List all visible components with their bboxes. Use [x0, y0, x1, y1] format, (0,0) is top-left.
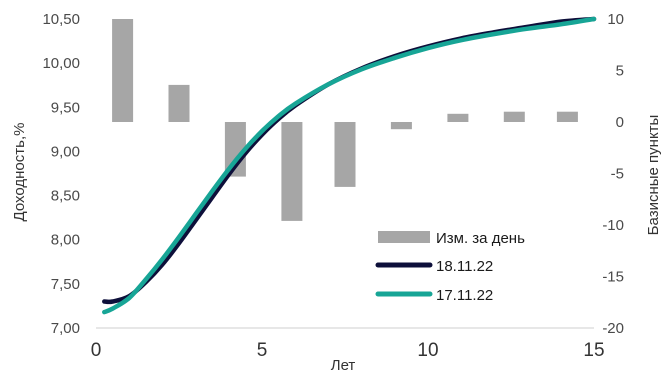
y2-tick-label: 10 [607, 11, 624, 28]
bar-8 [556, 111, 578, 122]
bar-4 [334, 122, 356, 187]
y2-tick-label: -10 [602, 217, 624, 234]
legend: Изм. за день 18.11.22 17.11.22 [375, 230, 525, 304]
bar-2 [224, 122, 246, 177]
y2-tick-label: 0 [616, 114, 624, 131]
bars-layer [112, 19, 578, 221]
y-tick-label: 10,50 [42, 11, 80, 28]
x-axis-title: Лет [331, 357, 356, 374]
lines-layer [102, 16, 597, 315]
bar-7 [503, 111, 525, 122]
y-axis-title: Доходность,% [11, 123, 28, 222]
y2-tick-label: -15 [602, 269, 624, 286]
x-tick-label: 0 [91, 340, 102, 361]
y-tick-label: 7,00 [51, 320, 80, 337]
x-tick-label: 15 [583, 340, 604, 361]
bar-1 [168, 84, 190, 122]
y-tick-label: 10,00 [42, 55, 80, 72]
y2-axis-title: Базисные пункты [645, 115, 662, 236]
y2-tick-label: -5 [611, 166, 624, 183]
y-tick-label: 7,50 [51, 276, 80, 293]
series-line-17-11-22 [102, 16, 597, 315]
x-axis-ticks: 0 5 10 15 [91, 340, 605, 361]
y-tick-label: 9,00 [51, 143, 80, 160]
legend-swatch-bars [378, 231, 430, 243]
y-axis-ticks: 7,00 7,50 8,00 8,50 9,00 9,50 10,00 10,50 [42, 11, 80, 337]
bar-0 [112, 19, 134, 122]
y2-tick-label: 5 [616, 63, 624, 80]
bar-5 [390, 122, 412, 130]
x-tick-label: 5 [257, 340, 268, 361]
legend-label-17-11-22: 17.11.22 [436, 287, 493, 304]
y2-axis-ticks: -20 -15 -10 -5 0 5 10 [602, 11, 624, 337]
x-tick-label: 10 [417, 340, 438, 361]
legend-label-bars: Изм. за день [436, 230, 525, 247]
legend-label-18-11-22: 18.11.22 [436, 258, 493, 275]
y-tick-label: 8,00 [51, 232, 80, 249]
bar-6 [447, 113, 469, 122]
y-tick-label: 8,50 [51, 188, 80, 205]
y-tick-label: 9,50 [51, 99, 80, 116]
y2-tick-label: -20 [602, 320, 624, 337]
bar-3 [281, 122, 303, 221]
